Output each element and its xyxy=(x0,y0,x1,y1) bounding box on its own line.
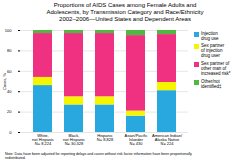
svg-text:American Indian/Alaska NativeN: American Indian/Alaska NativeN= 224 xyxy=(152,133,183,146)
svg-text:40: 40 xyxy=(7,89,12,94)
html-text:Other/not identified‡: Other/not identified‡ xyxy=(201,79,222,89)
svg-text:60: 60 xyxy=(7,68,12,73)
svg-text:20: 20 xyxy=(7,109,12,114)
svg-text:80: 80 xyxy=(7,48,12,53)
html-text:Sex partner of injection drug: Sex partner of injection drug user xyxy=(201,43,225,59)
svg-text:Black,not HispanicN= 30,328: Black,not HispanicN= 30,328 xyxy=(63,133,85,146)
svg-text:Cases, %: Cases, % xyxy=(2,72,7,90)
svg-text:Asian/PacificIslanderN= 430: Asian/PacificIslanderN= 430 xyxy=(125,133,148,146)
html-text:Injection drug use: Injection drug use xyxy=(201,30,219,41)
html-text:Sex partner of other man of in: Sex partner of other man of increased ri… xyxy=(201,61,231,77)
svg-text:White,not HispanicN= 8,224: White,not HispanicN= 8,224 xyxy=(32,133,54,146)
html-text:Proportions of AIDS Cases amon: Proportions of AIDS Cases among Female A… xyxy=(46,2,204,23)
svg-text:100: 100 xyxy=(5,27,12,32)
svg-text:HispanicN= 8,828: HispanicN= 8,828 xyxy=(97,133,114,142)
html-text:Note: Data have been adjusted: Note: Data have been adjusted for report… xyxy=(5,151,192,160)
svg-text:0: 0 xyxy=(9,129,12,134)
